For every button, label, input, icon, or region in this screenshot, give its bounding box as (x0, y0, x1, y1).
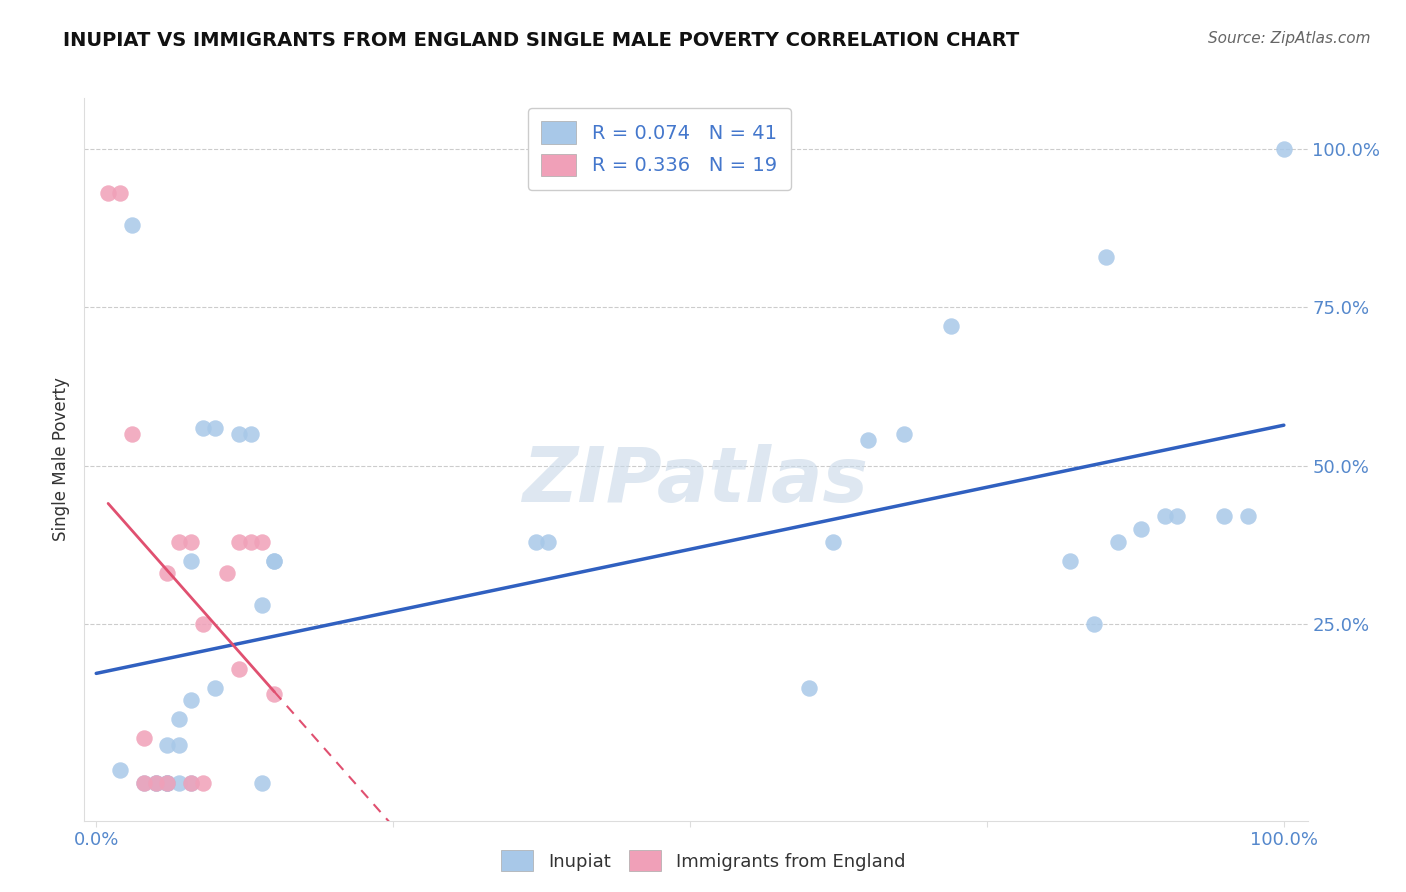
Point (263, 554, 285, 568)
Point (145, 775, 167, 789)
Point (156, 566, 179, 581)
Point (228, 534, 250, 549)
Point (169, 775, 191, 789)
Point (263, 687, 285, 701)
Point (1107, 534, 1129, 549)
Legend: R = 0.074   N = 41, R = 0.336   N = 19: R = 0.074 N = 41, R = 0.336 N = 19 (527, 108, 790, 190)
Point (145, 775, 167, 789)
Point (169, 738, 191, 752)
Point (132, 775, 155, 789)
Point (108, 186, 131, 201)
Point (180, 775, 202, 789)
Point (239, 534, 262, 549)
Point (145, 775, 167, 789)
Point (180, 775, 202, 789)
Point (1154, 509, 1177, 524)
Point (191, 420, 214, 434)
Point (524, 534, 547, 549)
Y-axis label: Single Male Poverty: Single Male Poverty (52, 377, 70, 541)
Point (1166, 509, 1188, 524)
Point (215, 566, 238, 581)
Point (856, 434, 879, 448)
Point (121, 427, 143, 442)
Point (252, 775, 274, 789)
Point (156, 775, 179, 789)
Point (1094, 250, 1116, 264)
Point (132, 731, 155, 746)
Point (156, 775, 179, 789)
Point (797, 681, 820, 695)
Point (1083, 617, 1105, 632)
Point (204, 681, 226, 695)
Point (1059, 554, 1081, 568)
Point (893, 427, 915, 442)
Point (132, 775, 155, 789)
Point (180, 534, 202, 549)
Point (252, 534, 274, 549)
Point (156, 775, 179, 789)
Point (97, 186, 120, 201)
Point (1237, 509, 1260, 524)
Point (169, 712, 191, 726)
Point (180, 693, 202, 707)
Point (821, 534, 844, 549)
Point (156, 738, 179, 752)
Point (156, 775, 179, 789)
Point (180, 554, 202, 568)
Point (108, 763, 131, 777)
Point (228, 661, 250, 675)
Point (1130, 522, 1153, 536)
Point (941, 319, 963, 334)
Point (239, 427, 262, 442)
Text: Source: ZipAtlas.com: Source: ZipAtlas.com (1208, 31, 1371, 46)
Point (263, 554, 285, 568)
Point (252, 598, 274, 612)
Text: INUPIAT VS IMMIGRANTS FROM ENGLAND SINGLE MALE POVERTY CORRELATION CHART: INUPIAT VS IMMIGRANTS FROM ENGLAND SINGL… (63, 31, 1019, 50)
Point (191, 775, 214, 789)
Point (121, 218, 143, 232)
Point (191, 617, 214, 632)
Point (1272, 142, 1295, 156)
Point (1213, 509, 1236, 524)
Legend: Inupiat, Immigrants from England: Inupiat, Immigrants from England (494, 843, 912, 879)
Text: ZIPatlas: ZIPatlas (523, 444, 869, 518)
Point (536, 534, 558, 549)
Point (204, 420, 226, 434)
Point (169, 534, 191, 549)
Point (228, 427, 250, 442)
